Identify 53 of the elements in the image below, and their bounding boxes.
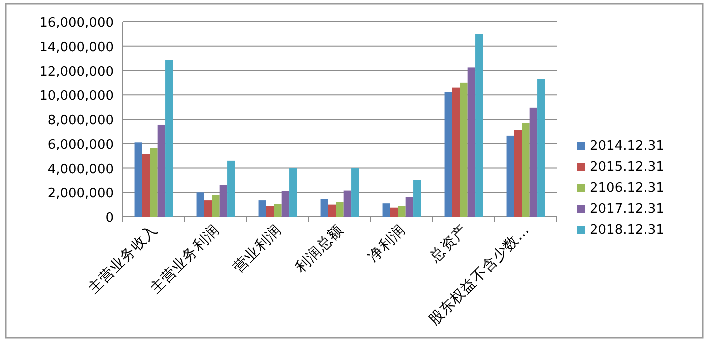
bar	[352, 168, 360, 217]
bar	[530, 108, 538, 217]
x-tick-label: 利润总额	[292, 222, 347, 276]
bar	[328, 204, 336, 217]
bar	[460, 82, 468, 217]
bar	[142, 154, 150, 217]
bar	[166, 60, 174, 217]
bar	[150, 148, 158, 217]
bar	[158, 124, 166, 217]
x-tick-label: 净利润	[364, 222, 409, 266]
bar	[538, 79, 546, 217]
legend-label: 2018.12.31	[590, 223, 664, 238]
bar	[522, 123, 530, 217]
bar	[134, 142, 142, 217]
bar	[406, 198, 414, 217]
y-tick-label: 10,000,000	[40, 89, 114, 104]
bar	[228, 160, 236, 217]
bar	[452, 88, 460, 217]
bar	[506, 136, 514, 217]
y-tick-label: 4,000,000	[48, 162, 114, 178]
x-tick-label: 营业利润	[230, 222, 285, 276]
bar	[344, 190, 352, 217]
bar	[196, 192, 204, 217]
y-tick-label: 6,000,000	[48, 138, 114, 153]
y-tick-label: 2,000,000	[48, 186, 114, 202]
bar	[282, 191, 290, 217]
y-tick-label: 16,000,000	[40, 16, 114, 31]
y-tick-label: 0	[106, 211, 114, 226]
bar	[274, 204, 282, 217]
bar	[444, 92, 452, 217]
bar	[468, 68, 476, 217]
legend-label: 2014.12.31	[590, 139, 664, 154]
y-tick-label: 14,000,000	[40, 40, 114, 56]
legend-label: 2017.12.31	[590, 202, 664, 217]
bar	[476, 34, 484, 217]
bar	[390, 208, 398, 217]
bar	[266, 206, 274, 217]
x-tick-label: 总资产	[426, 222, 471, 266]
bar	[258, 200, 266, 217]
bar	[204, 200, 212, 217]
legend-label: 2015.12.31	[590, 160, 664, 175]
bar	[336, 202, 344, 217]
bar	[320, 199, 328, 217]
y-tick-label: 12,000,000	[40, 64, 114, 80]
bar	[382, 204, 390, 217]
y-tick-label: 8,000,000	[48, 114, 114, 128]
bar	[414, 180, 422, 217]
bar	[220, 185, 228, 217]
legend-label: 2106.12.31	[590, 181, 664, 196]
bar	[212, 195, 220, 217]
bar	[398, 206, 406, 217]
bar	[290, 168, 298, 217]
bar	[514, 130, 522, 217]
